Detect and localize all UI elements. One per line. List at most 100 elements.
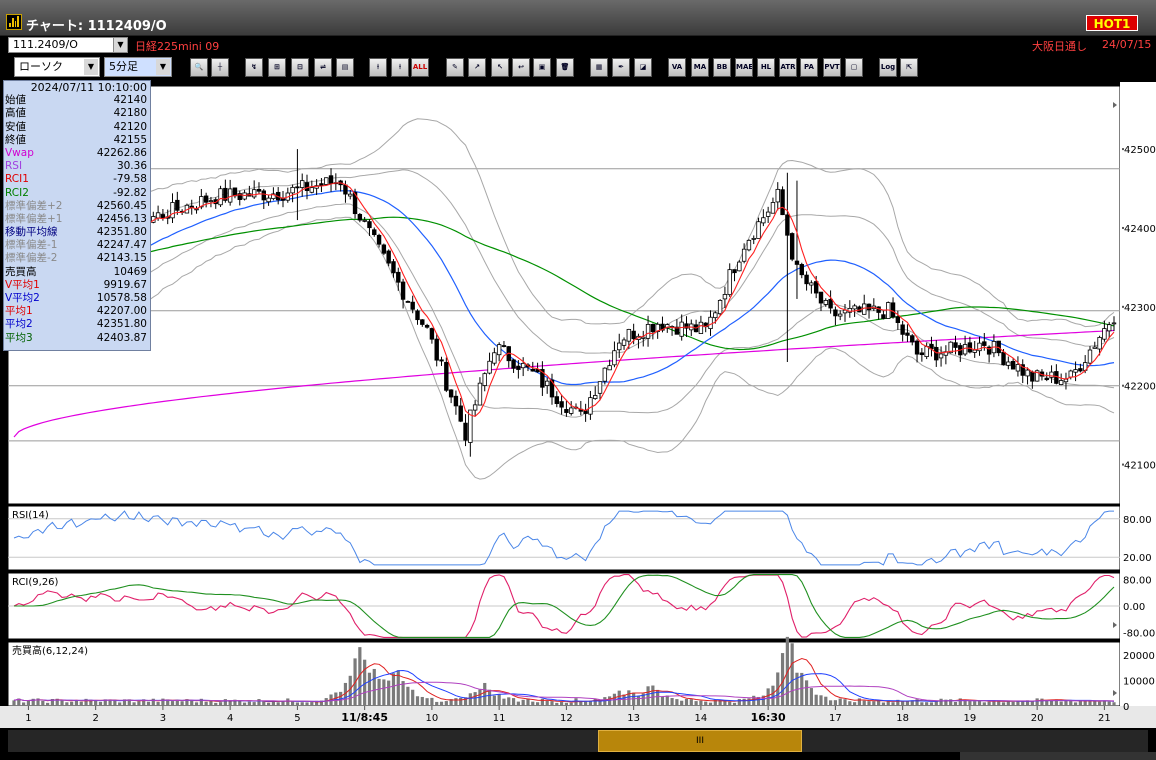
ma-icon[interactable]: MA: [691, 58, 709, 77]
volume-bar: [271, 701, 275, 706]
hot-badge[interactable]: HOT1: [1086, 15, 1138, 31]
volume-bar: [242, 702, 247, 706]
scroll-left-icon[interactable]: ↯: [245, 58, 263, 77]
volume-bar: [161, 698, 165, 706]
candle-body: [535, 369, 540, 373]
candle-icon[interactable]: ⟊: [369, 58, 387, 77]
symbol-select[interactable]: 111.2409/O ▼: [8, 37, 128, 53]
candle-body: [170, 202, 175, 219]
volume-bar: [742, 698, 746, 706]
atr-icon[interactable]: ATR: [779, 58, 797, 77]
volume-bar: [209, 700, 213, 706]
candle-body: [934, 347, 939, 361]
trash-icon[interactable]: 🗑: [556, 58, 574, 77]
volume-bar: [295, 702, 300, 706]
all-icon[interactable]: ALL: [411, 58, 429, 77]
volume-bar: [262, 701, 266, 706]
pen-icon[interactable]: ✎: [446, 58, 464, 77]
instrument-name: 日経225mini 09: [135, 40, 220, 53]
volume-bar: [545, 700, 549, 706]
chart-type-select[interactable]: ローソク ▼: [14, 57, 100, 77]
info-value: 42155: [113, 133, 147, 146]
pattern-icon[interactable]: ▦: [590, 58, 608, 77]
rci-tick-label: 0.00: [1123, 602, 1145, 613]
candle-body: [890, 302, 896, 318]
y-tick-mark: [1122, 384, 1124, 387]
volume-bar: [46, 702, 50, 706]
info-value: 42140: [113, 94, 147, 107]
va-icon[interactable]: VA: [668, 58, 686, 77]
volume-bar: [473, 692, 477, 706]
volume-bar: [516, 701, 520, 706]
scroll-track[interactable]: [8, 730, 1148, 752]
candle-body: [564, 409, 569, 413]
tool-icon[interactable]: ✒: [612, 58, 630, 77]
compress-icon[interactable]: ⊞: [268, 58, 286, 77]
volume-bar: [872, 701, 876, 706]
volume-bar: [997, 700, 1001, 706]
volume-bar: [588, 700, 593, 706]
candle-body: [559, 401, 564, 408]
chevron-down-icon[interactable]: ▼: [113, 38, 127, 52]
info-value: 42456.13: [96, 212, 147, 225]
volume-bar: [973, 701, 977, 706]
hl-icon[interactable]: HL: [757, 58, 775, 77]
mae-icon[interactable]: MAE: [735, 58, 753, 77]
log-icon[interactable]: Log: [879, 58, 897, 77]
split-icon[interactable]: ⟊: [391, 58, 409, 77]
candle-body: [496, 344, 502, 356]
volume-bar: [1001, 702, 1006, 706]
arrow-return-icon[interactable]: ↩: [512, 58, 530, 77]
volume-bar: [387, 680, 391, 706]
color-icon[interactable]: ◪: [634, 58, 652, 77]
candle-body: [227, 188, 233, 203]
volume-bar: [483, 682, 487, 706]
volume-bar: [1006, 701, 1010, 706]
info-label: 標準偏差-1: [5, 239, 58, 252]
volume-bar: [699, 700, 703, 706]
candle-body: [1006, 361, 1011, 366]
chevron-down-icon[interactable]: ▼: [156, 59, 170, 75]
volume-bar: [622, 694, 626, 706]
candle-body: [838, 313, 843, 317]
pvt-icon[interactable]: PVT: [823, 58, 841, 77]
candle-body: [290, 186, 295, 194]
volume-bar: [953, 701, 958, 706]
export-icon[interactable]: ⇱: [900, 58, 918, 77]
candle-body: [684, 323, 689, 329]
volume-bar: [430, 697, 434, 706]
pointer-icon[interactable]: ↖: [491, 58, 509, 77]
chevron-down-icon[interactable]: ▼: [84, 59, 98, 75]
crosshair-icon[interactable]: ┼: [211, 58, 229, 77]
info-rows: 始値 42140 高値 42180 安値 42120 終値 42155 Vwap 42262.86…: [4, 94, 150, 345]
candle-body: [967, 342, 973, 353]
volume-bar: [963, 699, 967, 706]
bb-icon[interactable]: BB: [713, 58, 731, 77]
volume-title: 売買高(6,12,24): [12, 644, 88, 657]
volume-bar: [550, 701, 554, 706]
volume-bar: [896, 699, 900, 706]
y-tick-label: 42500: [1124, 145, 1156, 156]
candle-body: [208, 200, 214, 203]
info-label: 始値: [5, 94, 26, 107]
volume-bar: [804, 680, 809, 706]
volume-bar: [891, 702, 895, 706]
line-draw-icon[interactable]: ↗: [468, 58, 486, 77]
zoom-icon[interactable]: 🔍: [190, 58, 208, 77]
bar-chart-icon[interactable]: ⇌: [314, 58, 332, 77]
window-icon[interactable]: ▢: [845, 58, 863, 77]
para-icon[interactable]: PA: [800, 58, 818, 77]
info-value: -79.58: [113, 173, 147, 186]
expand-icon[interactable]: ⊟: [291, 58, 309, 77]
candle-body: [708, 316, 713, 330]
memo-icon[interactable]: ▣: [533, 58, 551, 77]
timeframe-select[interactable]: 5分足 ▼: [104, 57, 172, 77]
candle-body: [833, 309, 838, 317]
volume-bar: [665, 695, 669, 706]
scroll-thumb[interactable]: III: [598, 730, 802, 752]
volume-bar: [175, 700, 179, 706]
candle-body: [232, 187, 238, 197]
note-icon[interactable]: ▤: [336, 58, 354, 77]
info-label: 売買高: [5, 265, 37, 278]
